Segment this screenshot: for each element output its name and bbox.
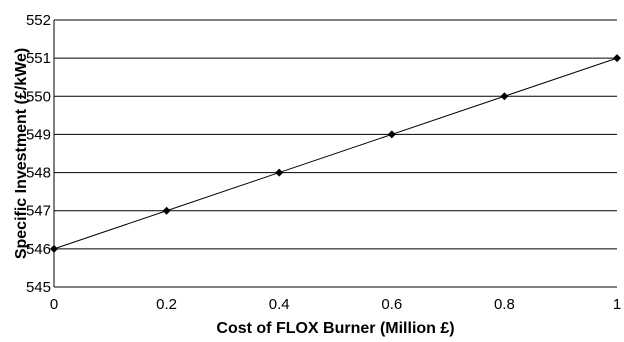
x-tick-label: 0.2 xyxy=(156,296,177,313)
x-tick-labels: 0 0.2 0.4 0.6 0.8 1 xyxy=(50,296,621,313)
data-point xyxy=(387,130,396,139)
axes xyxy=(53,20,617,288)
grid-lines xyxy=(54,19,617,288)
x-tick-label: 0.8 xyxy=(494,296,515,313)
data-point xyxy=(613,54,621,63)
series-group xyxy=(50,54,621,253)
y-tick-label: 550 xyxy=(26,88,51,105)
y-axis-title: Specific Investment (£/kWe) xyxy=(13,48,30,259)
y-tick-label: 549 xyxy=(26,126,51,143)
x-tick-label: 0.4 xyxy=(269,296,290,313)
y-tick-label: 545 xyxy=(26,279,51,296)
x-tick-label: 0 xyxy=(50,296,58,313)
y-tick-label: 548 xyxy=(26,165,51,182)
x-axis-title: Cost of FLOX Burner (Million £) xyxy=(216,320,454,337)
data-point xyxy=(500,92,509,101)
y-tick-label: 552 xyxy=(26,12,51,29)
series-line xyxy=(53,57,618,250)
y-tick-labels: 545 546 547 548 549 550 551 552 xyxy=(26,12,51,296)
x-tick-label: 1 xyxy=(613,296,621,313)
data-point xyxy=(275,168,284,177)
x-tick-label: 0.6 xyxy=(381,296,402,313)
y-tick-label: 546 xyxy=(26,241,51,258)
data-point xyxy=(50,244,58,253)
y-tick-label: 551 xyxy=(26,50,51,67)
data-point xyxy=(162,206,171,215)
y-tick-label: 547 xyxy=(26,203,51,220)
